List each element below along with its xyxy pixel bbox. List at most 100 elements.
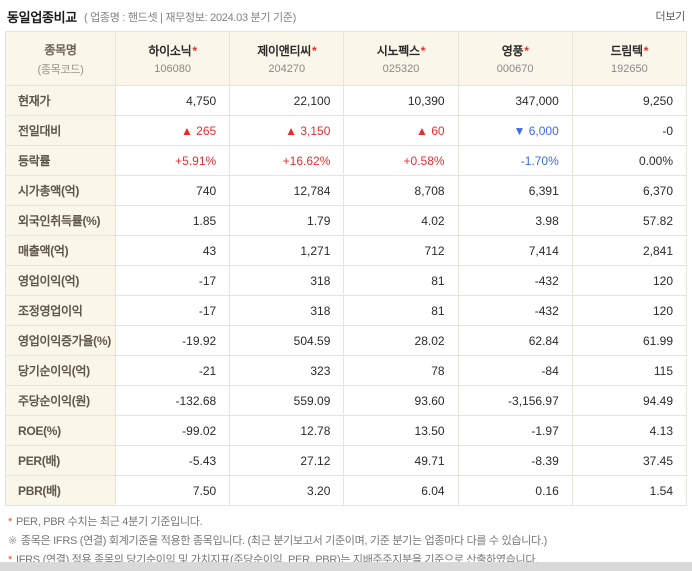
value-cell: 323 [229,355,345,386]
page-title: 동일업종비교 [7,9,77,25]
stock-name-link[interactable]: 영풍* [459,42,572,59]
metric-label-change: 전일대비 [5,115,116,146]
value-cell: 2,841 [571,235,688,266]
metric-row-eps: 주당순이익(원) -132.68 559.09 93.60 -3,156.97 94.49 [5,385,688,416]
stock-code: 106080 [154,63,191,75]
value-cell: 0.00% [571,145,688,176]
stock-header-204270[interactable]: 제이앤티씨* 204270 [229,31,345,86]
metric-label-change-rate: 등락률 [5,145,116,176]
stock-name-link[interactable]: 드림텍* [573,42,686,59]
footnote-text: PER, PBR 수치는 최근 4분기 기준입니다. [15,516,203,528]
value-cell: ▲ 60 [343,115,459,146]
value-cell: +16.62% [229,145,345,176]
metric-row-adjusted-operating-profit: 조정영업이익 -17 318 81 -432 120 [5,295,688,326]
value-cell: 93.60 [343,385,459,416]
corner-subtitle: (종목코드) [37,63,84,76]
value-cell: 0.16 [457,475,573,506]
value-cell: 12.78 [229,415,345,446]
value-cell: 49.71 [343,445,459,476]
value-cell: 504.59 [229,325,345,356]
metric-label-pbr: PBR(배) [5,475,116,506]
value-cell: 13.50 [343,415,459,446]
value-cell: ▲ 265 [114,115,231,146]
value-cell: 4.13 [571,415,688,446]
value-cell: -432 [457,295,573,326]
footnote-1: * PER, PBR 수치는 최근 4분기 기준입니다. [8,516,684,529]
metric-row-roe: ROE(%) -99.02 12.78 13.50 -1.97 4.13 [5,415,688,446]
metric-label-operating-profit-growth: 영업이익증가율(%) [5,325,116,356]
value-cell: 7.50 [114,475,231,506]
value-cell: 28.02 [343,325,459,356]
value-cell: -21 [114,355,231,386]
value-cell: -1.70% [457,145,573,176]
stock-name-text: 드림텍 [610,44,644,58]
value-cell: -8.39 [457,445,573,476]
value-cell: -19.92 [114,325,231,356]
value-cell: -3,156.97 [457,385,573,416]
footnote-2: ※ 종목은 IFRS (연결) 회계기준을 적용한 종목입니다. (최근 분기보고… [8,535,684,548]
star-marker: * [192,44,197,58]
footnote-marker: ※ [8,535,17,547]
footnote-text: 종목은 IFRS (연결) 회계기준을 적용한 종목입니다. (최근 분기보고서… [20,535,547,547]
metric-label-roe: ROE(%) [5,415,116,446]
value-cell: 1.54 [571,475,688,506]
value-cell: -17 [114,295,231,326]
value-cell: +5.91% [114,145,231,176]
stock-header-106080[interactable]: 하이소닉* 106080 [114,31,231,86]
corner-title: 종목명 [44,42,77,57]
value-cell: 22,100 [229,85,345,116]
table-header-row: 종목명 (종목코드) 하이소닉* 106080 제이앤티씨* 204270 시노펙스* 0… [5,31,688,86]
value-cell: 81 [343,265,459,296]
value-cell: 57.82 [571,205,688,236]
footnote-marker: * [8,516,12,528]
star-marker: * [420,44,426,58]
value-cell: 712 [343,235,459,266]
value-cell: 27.12 [229,445,345,476]
value-cell: -432 [457,265,573,296]
value-cell: 347,000 [457,85,573,116]
value-cell: 7,414 [457,235,573,266]
value-cell: -1.97 [457,415,573,446]
stock-header-025320[interactable]: 시노펙스* 025320 [343,31,459,86]
value-cell: 3.20 [229,475,345,506]
stock-code: 000670 [496,63,534,75]
more-link[interactable]: 더보기 [655,11,686,23]
value-cell: 8,708 [343,175,459,206]
stock-name-link[interactable]: 하이소닉* [116,42,229,59]
stock-code: 204270 [268,63,306,75]
value-cell: 61.99 [571,325,688,356]
value-cell: 740 [114,175,231,206]
metric-row-net-income: 당기순이익(억) -21 323 78 -84 115 [5,355,688,386]
stock-name-text: 제이앤티씨 [257,44,311,58]
value-cell: 81 [343,295,459,326]
star-marker: * [643,44,649,58]
stock-header-000670[interactable]: 영풍* 000670 [457,31,573,86]
corner-header: 종목명 (종목코드) [5,31,116,86]
stock-name-text: 하이소닉 [148,44,192,58]
value-cell: 1.85 [114,205,231,236]
stock-name-link[interactable]: 제이앤티씨* [230,42,343,59]
metric-label-adjusted-operating-profit: 조정영업이익 [5,295,116,326]
value-cell: -84 [457,355,573,386]
value-cell: 62.84 [457,325,573,356]
footnote-marker: * [8,554,12,566]
value-cell: 43 [114,235,231,266]
value-cell: 10,390 [343,85,459,116]
value-cell: ▼ 6,000 [457,115,573,146]
metric-label-current-price: 현재가 [5,85,116,116]
value-cell: -0 [571,115,688,146]
metric-row-change-rate: 등락률 +5.91% +16.62% +0.58% -1.70% 0.00% [5,145,688,176]
stock-header-192650[interactable]: 드림텍* 192650 [571,31,688,86]
metric-row-per: PER(배) -5.43 27.12 49.71 -8.39 37.45 [5,445,688,476]
metric-label-eps: 주당순이익(원) [5,385,116,416]
value-cell: 1,271 [229,235,345,266]
stock-name-link[interactable]: 시노펙스* [344,42,457,59]
metric-row-current-price: 현재가 4,750 22,100 10,390 347,000 9,250 [5,85,688,116]
value-cell: 6,391 [457,175,573,206]
metric-label-operating-profit: 영업이익(억) [5,265,116,296]
metric-row-market-cap: 시가총액(억) 740 12,784 8,708 6,391 6,370 [5,175,688,206]
value-cell: 6.04 [343,475,459,506]
value-cell: 3.98 [457,205,573,236]
stock-name-text: 시노펙스 [376,44,420,58]
value-cell: -132.68 [114,385,231,416]
